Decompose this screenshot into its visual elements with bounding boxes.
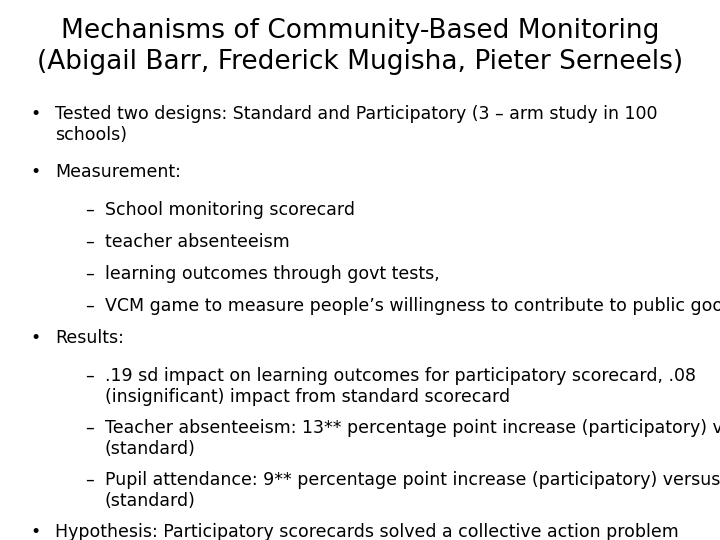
Text: Measurement:: Measurement: bbox=[55, 163, 181, 181]
Text: .19 sd impact on learning outcomes for participatory scorecard, .08
(insignifica: .19 sd impact on learning outcomes for p… bbox=[105, 367, 696, 406]
Text: Mechanisms of Community-Based Monitoring
(Abigail Barr, Frederick Mugisha, Piete: Mechanisms of Community-Based Monitoring… bbox=[37, 18, 683, 75]
Text: Pupil attendance: 9** percentage point increase (participatory) versus 4
(standa: Pupil attendance: 9** percentage point i… bbox=[105, 471, 720, 510]
Text: –: – bbox=[85, 367, 94, 385]
Text: teacher absenteeism: teacher absenteeism bbox=[105, 233, 289, 251]
Text: Teacher absenteeism: 13** percentage point increase (participatory) versus 9
(st: Teacher absenteeism: 13** percentage poi… bbox=[105, 419, 720, 458]
Text: –: – bbox=[85, 419, 94, 437]
Text: School monitoring scorecard: School monitoring scorecard bbox=[105, 201, 355, 219]
Text: –: – bbox=[85, 201, 94, 219]
Text: Tested two designs: Standard and Participatory (3 – arm study in 100
schools): Tested two designs: Standard and Partici… bbox=[55, 105, 657, 144]
Text: –: – bbox=[85, 265, 94, 283]
Text: Results:: Results: bbox=[55, 329, 124, 347]
Text: –: – bbox=[85, 233, 94, 251]
Text: –: – bbox=[85, 471, 94, 489]
Text: Hypothesis: Participatory scorecards solved a collective action problem: Hypothesis: Participatory scorecards sol… bbox=[55, 523, 679, 540]
Text: learning outcomes through govt tests,: learning outcomes through govt tests, bbox=[105, 265, 440, 283]
Text: •: • bbox=[30, 523, 40, 540]
Text: •: • bbox=[30, 329, 40, 347]
Text: •: • bbox=[30, 105, 40, 123]
Text: –: – bbox=[85, 297, 94, 315]
Text: VCM game to measure people’s willingness to contribute to public goods: VCM game to measure people’s willingness… bbox=[105, 297, 720, 315]
Text: •: • bbox=[30, 163, 40, 181]
